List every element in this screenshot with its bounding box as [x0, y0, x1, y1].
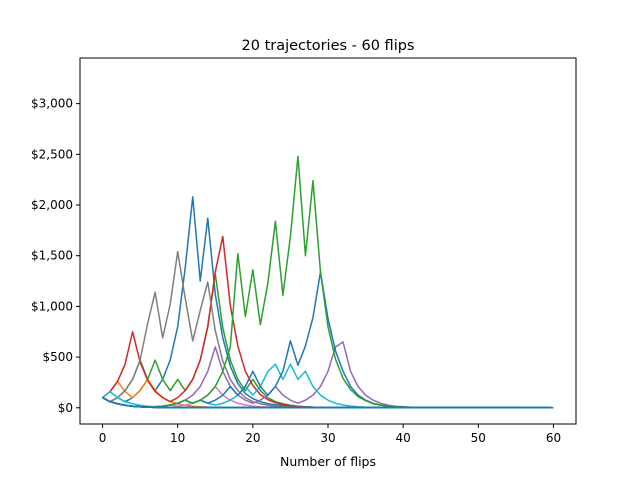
x-tick-label: 10 — [170, 431, 185, 445]
x-tick-label: 60 — [546, 431, 561, 445]
series-line-20 — [102, 396, 554, 409]
x-axis-ticks: 0 10 20 30 40 50 60 — [99, 424, 561, 445]
x-tick-label: 40 — [396, 431, 411, 445]
series-layer — [102, 155, 554, 409]
plot-frame — [79, 57, 577, 425]
chart-title: 20 trajectories - 60 flips — [242, 38, 415, 54]
y-tick-label: $2,000 — [31, 198, 73, 212]
y-tick-label: $3,000 — [31, 97, 73, 111]
y-axis-ticks: $0 $500 $1,000 $1,500 $2,000 $2,500 $3,000 — [31, 97, 80, 415]
x-tick-label: 50 — [471, 431, 486, 445]
y-tick-label: $1,500 — [31, 249, 73, 263]
y-tick-label: $2,500 — [31, 147, 73, 161]
x-tick-label: 30 — [320, 431, 335, 445]
y-tick-label: $500 — [42, 350, 73, 364]
x-tick-label: 20 — [245, 431, 260, 445]
x-axis-label: Number of flips — [280, 454, 376, 469]
x-tick-label: 0 — [99, 431, 107, 445]
y-tick-label: $1,000 — [31, 299, 73, 313]
y-tick-label: $0 — [58, 401, 73, 415]
